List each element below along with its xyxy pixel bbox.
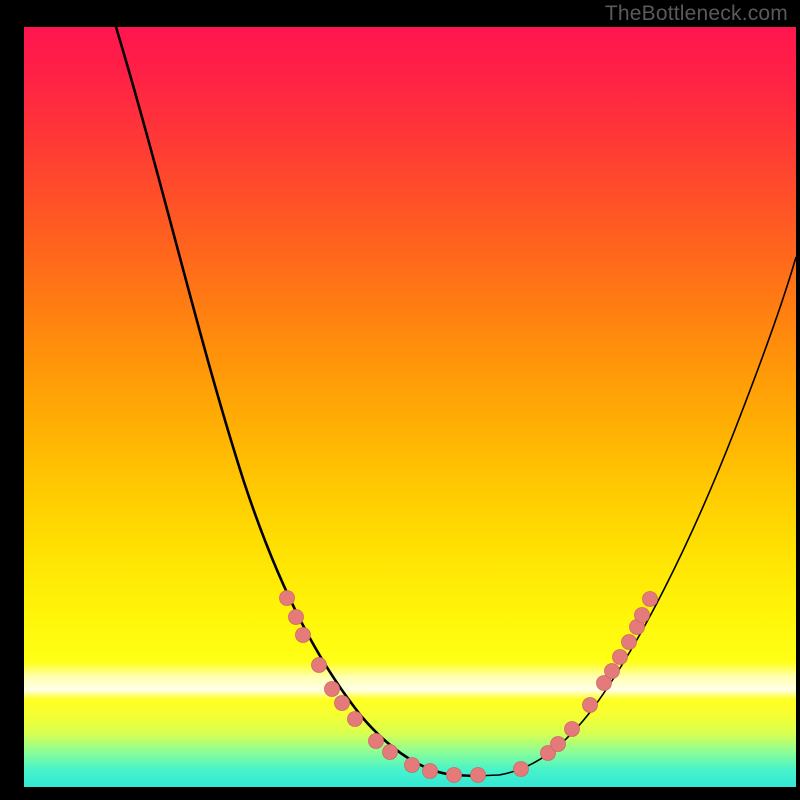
data-marker bbox=[335, 696, 350, 711]
data-marker bbox=[369, 734, 384, 749]
data-marker bbox=[296, 628, 311, 643]
data-marker bbox=[383, 745, 398, 760]
data-marker bbox=[423, 764, 438, 779]
chart-svg bbox=[24, 27, 796, 787]
data-marker bbox=[605, 664, 620, 679]
data-marker bbox=[312, 658, 327, 673]
gradient-background bbox=[24, 27, 796, 787]
data-marker bbox=[514, 762, 529, 777]
data-marker bbox=[643, 592, 658, 607]
data-marker bbox=[635, 608, 650, 623]
data-marker bbox=[348, 712, 363, 727]
data-marker bbox=[325, 682, 340, 697]
data-marker bbox=[613, 650, 628, 665]
data-marker bbox=[565, 722, 580, 737]
data-marker bbox=[405, 758, 420, 773]
data-marker bbox=[289, 610, 304, 625]
data-marker bbox=[551, 737, 566, 752]
data-marker bbox=[622, 635, 637, 650]
data-marker bbox=[447, 768, 462, 783]
data-marker bbox=[583, 698, 598, 713]
data-marker bbox=[280, 591, 295, 606]
attribution-label: TheBottleneck.com bbox=[605, 2, 788, 26]
data-marker bbox=[471, 768, 486, 783]
plot-area bbox=[24, 27, 796, 787]
